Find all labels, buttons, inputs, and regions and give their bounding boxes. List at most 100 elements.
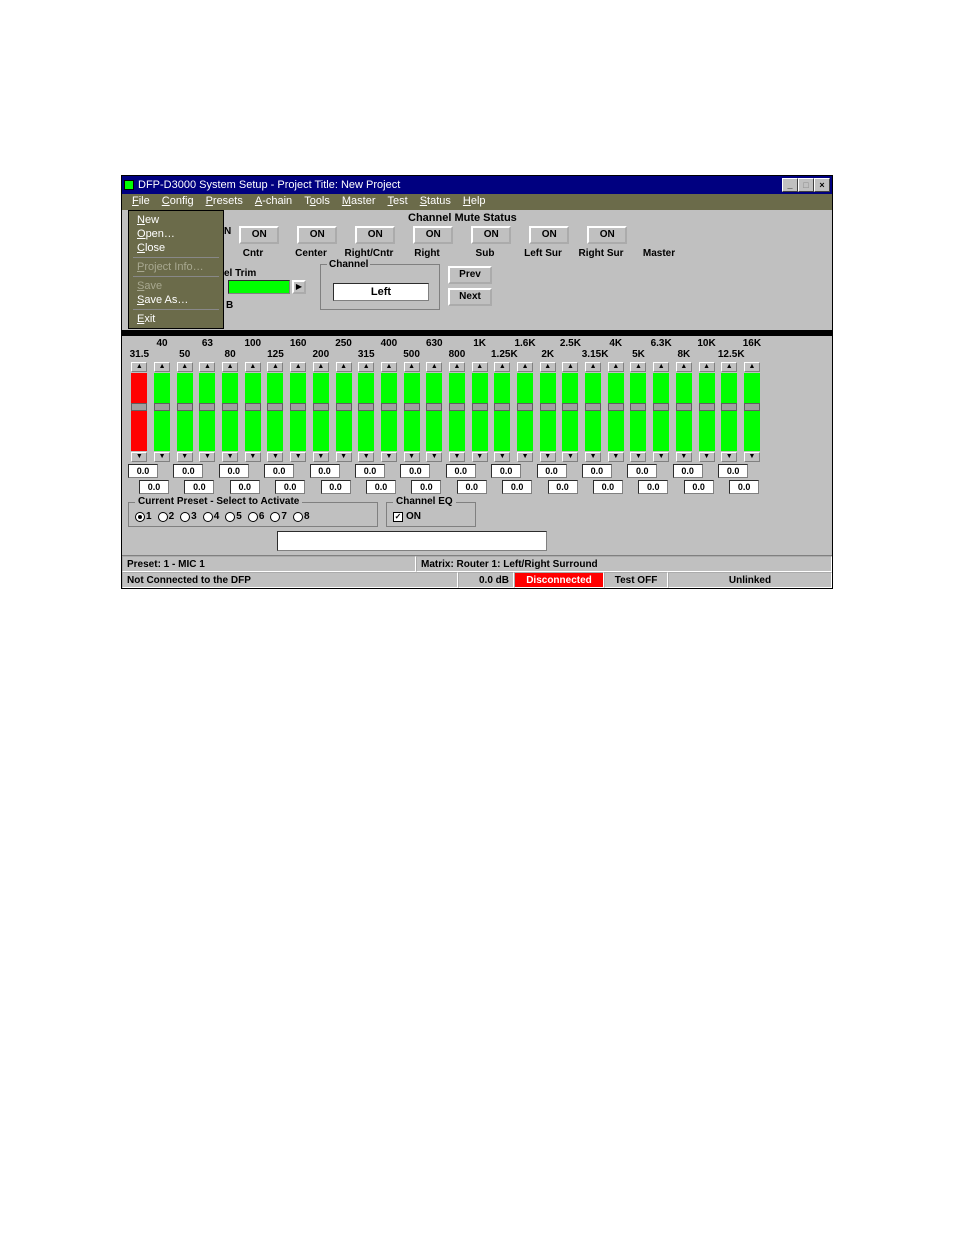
eq-down-icon[interactable]: ▼ [676, 452, 692, 462]
eq-slider-1[interactable]: ▲▼ [151, 362, 174, 462]
eq-down-icon[interactable]: ▼ [154, 452, 170, 462]
preset-radio-6[interactable]: 6 [248, 511, 265, 522]
minimize-button[interactable]: _ [782, 178, 798, 192]
eq-slider-19[interactable]: ▲▼ [559, 362, 582, 462]
eq-down-icon[interactable]: ▼ [313, 452, 329, 462]
mute-button-0[interactable]: ON [239, 226, 279, 244]
eq-down-icon[interactable]: ▼ [426, 452, 442, 462]
eq-down-icon[interactable]: ▼ [358, 452, 374, 462]
eq-slider-24[interactable]: ▲▼ [673, 362, 696, 462]
eq-down-icon[interactable]: ▼ [404, 452, 420, 462]
preset-radio-4[interactable]: 4 [203, 511, 220, 522]
eq-slider-23[interactable]: ▲▼ [650, 362, 673, 462]
eq-down-icon[interactable]: ▼ [517, 452, 533, 462]
eq-up-icon[interactable]: ▲ [562, 362, 578, 372]
eq-slider-22[interactable]: ▲▼ [627, 362, 650, 462]
eq-slider-15[interactable]: ▲▼ [468, 362, 491, 462]
eq-slider-0[interactable]: ▲▼ [128, 362, 151, 462]
mute-button-4[interactable]: ON [471, 226, 511, 244]
menu-presets[interactable]: Presets [200, 195, 249, 209]
preset-radio-3[interactable]: 3 [180, 511, 197, 522]
eq-up-icon[interactable]: ▲ [381, 362, 397, 372]
eq-slider-21[interactable]: ▲▼ [604, 362, 627, 462]
eq-down-icon[interactable]: ▼ [721, 452, 737, 462]
preset-radio-7[interactable]: 7 [270, 511, 287, 522]
file-menu-exit[interactable]: Exit [129, 312, 223, 326]
eq-slider-9[interactable]: ▲▼ [332, 362, 355, 462]
eq-up-icon[interactable]: ▲ [585, 362, 601, 372]
file-menu-open[interactable]: Open… [129, 227, 223, 241]
eq-up-icon[interactable]: ▲ [336, 362, 352, 372]
trim-scroll-right[interactable]: ▶ [292, 280, 306, 294]
mute-button-6[interactable]: ON [587, 226, 627, 244]
eq-up-icon[interactable]: ▲ [721, 362, 737, 372]
mute-button-2[interactable]: ON [355, 226, 395, 244]
eq-up-icon[interactable]: ▲ [699, 362, 715, 372]
eq-down-icon[interactable]: ▼ [245, 452, 261, 462]
eq-down-icon[interactable]: ▼ [336, 452, 352, 462]
eq-slider-13[interactable]: ▲▼ [423, 362, 446, 462]
next-button[interactable]: Next [448, 288, 492, 306]
eq-down-icon[interactable]: ▼ [199, 452, 215, 462]
eq-down-icon[interactable]: ▼ [222, 452, 238, 462]
eq-slider-26[interactable]: ▲▼ [718, 362, 741, 462]
eq-down-icon[interactable]: ▼ [699, 452, 715, 462]
file-menu-new[interactable]: New [129, 213, 223, 227]
eq-down-icon[interactable]: ▼ [585, 452, 601, 462]
eq-up-icon[interactable]: ▲ [267, 362, 283, 372]
close-button[interactable]: × [814, 178, 830, 192]
eq-slider-27[interactable]: ▲▼ [741, 362, 764, 462]
eq-up-icon[interactable]: ▲ [540, 362, 556, 372]
eq-down-icon[interactable]: ▼ [494, 452, 510, 462]
menu-file[interactable]: File [126, 195, 156, 209]
titlebar[interactable]: DFP-D3000 System Setup - Project Title: … [122, 176, 832, 194]
eq-down-icon[interactable]: ▼ [177, 452, 193, 462]
menu-help[interactable]: Help [457, 195, 492, 209]
eq-up-icon[interactable]: ▲ [245, 362, 261, 372]
preset-radio-8[interactable]: 8 [293, 511, 310, 522]
eq-slider-7[interactable]: ▲▼ [287, 362, 310, 462]
eq-up-icon[interactable]: ▲ [177, 362, 193, 372]
eq-down-icon[interactable]: ▼ [744, 452, 760, 462]
eq-down-icon[interactable]: ▼ [131, 452, 147, 462]
eq-slider-6[interactable]: ▲▼ [264, 362, 287, 462]
menu-test[interactable]: Test [382, 195, 414, 209]
eq-up-icon[interactable]: ▲ [517, 362, 533, 372]
eq-up-icon[interactable]: ▲ [154, 362, 170, 372]
mute-button-1[interactable]: ON [297, 226, 337, 244]
eq-up-icon[interactable]: ▲ [290, 362, 306, 372]
eq-up-icon[interactable]: ▲ [313, 362, 329, 372]
prev-button[interactable]: Prev [448, 266, 492, 284]
eq-slider-20[interactable]: ▲▼ [582, 362, 605, 462]
eq-up-icon[interactable]: ▲ [608, 362, 624, 372]
eq-slider-11[interactable]: ▲▼ [378, 362, 401, 462]
text-field[interactable] [277, 531, 547, 551]
eq-down-icon[interactable]: ▼ [267, 452, 283, 462]
eq-up-icon[interactable]: ▲ [358, 362, 374, 372]
eq-up-icon[interactable]: ▲ [426, 362, 442, 372]
preset-radio-2[interactable]: 2 [158, 511, 175, 522]
eq-up-icon[interactable]: ▲ [222, 362, 238, 372]
channel-eq-checkbox[interactable]: ✓ [393, 512, 403, 522]
trim-bar[interactable] [228, 280, 290, 294]
mute-button-3[interactable]: ON [413, 226, 453, 244]
mute-button-5[interactable]: ON [529, 226, 569, 244]
eq-slider-14[interactable]: ▲▼ [446, 362, 469, 462]
menu-status[interactable]: Status [414, 195, 457, 209]
eq-down-icon[interactable]: ▼ [449, 452, 465, 462]
eq-down-icon[interactable]: ▼ [562, 452, 578, 462]
eq-down-icon[interactable]: ▼ [290, 452, 306, 462]
eq-slider-17[interactable]: ▲▼ [514, 362, 537, 462]
eq-up-icon[interactable]: ▲ [744, 362, 760, 372]
menu-a-chain[interactable]: A-chain [249, 195, 298, 209]
eq-slider-18[interactable]: ▲▼ [536, 362, 559, 462]
eq-slider-4[interactable]: ▲▼ [219, 362, 242, 462]
eq-down-icon[interactable]: ▼ [653, 452, 669, 462]
eq-slider-16[interactable]: ▲▼ [491, 362, 514, 462]
preset-radio-1[interactable]: 1 [135, 511, 152, 522]
eq-down-icon[interactable]: ▼ [472, 452, 488, 462]
eq-up-icon[interactable]: ▲ [404, 362, 420, 372]
eq-down-icon[interactable]: ▼ [381, 452, 397, 462]
eq-slider-3[interactable]: ▲▼ [196, 362, 219, 462]
file-menu-saveas[interactable]: Save As… [129, 293, 223, 307]
